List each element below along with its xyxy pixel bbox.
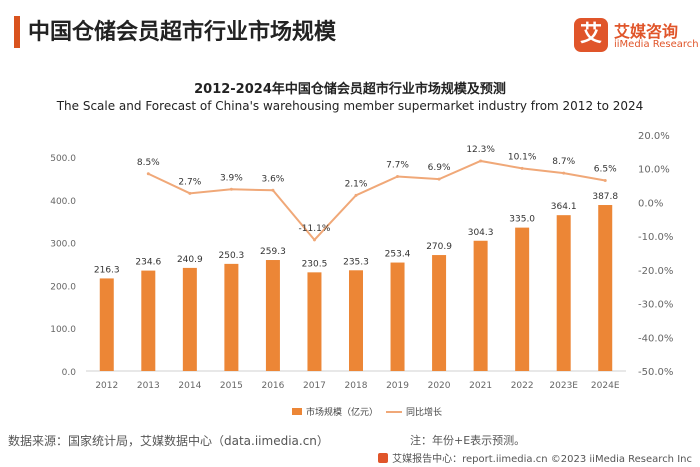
growth-rate-label: 7.7% xyxy=(386,160,409,170)
bar-value-label: 335.0 xyxy=(509,215,535,225)
forecast-note: 注：年份+E表示预测。 xyxy=(410,434,526,447)
right-axis-tick-label: -40.0% xyxy=(638,333,673,344)
bar-value-label: 253.4 xyxy=(385,250,411,260)
x-tick-label: 2020 xyxy=(428,381,451,391)
x-tick-label: 2013 xyxy=(137,381,160,391)
right-axis-tick-label: 0.0% xyxy=(638,198,663,209)
x-tick-label: 2022 xyxy=(511,381,534,391)
x-tick-label: 2023E xyxy=(549,381,578,391)
growth-rate-label: 2.7% xyxy=(178,177,201,187)
legend-bar-label: 市场规模（亿元） xyxy=(306,406,378,418)
bar-value-label: 387.8 xyxy=(592,192,618,202)
growth-rate-point xyxy=(479,159,483,163)
bar-2024E xyxy=(598,205,613,371)
page-title: 中国仓储会员超市行业市场规模 xyxy=(28,20,337,45)
growth-rate-label: 3.9% xyxy=(220,173,243,183)
growth-rate-label: 6.9% xyxy=(428,163,451,173)
legend-bar-swatch xyxy=(292,408,302,415)
bar-2014 xyxy=(182,267,197,371)
right-axis-tick-label: 20.0% xyxy=(638,131,670,142)
x-tick-label: 2016 xyxy=(261,381,284,391)
footer-credit-text: 艾媒报告中心：report.iimedia.cn ©2023 iiMedia R… xyxy=(392,454,692,465)
bar-value-label: 234.6 xyxy=(135,258,161,268)
left-axis-tick-label: 400.0 xyxy=(50,197,76,207)
growth-rate-point xyxy=(603,179,607,183)
right-axis-tick-label: 10.0% xyxy=(638,165,670,176)
growth-rate-label: 10.1% xyxy=(508,152,537,162)
growth-rate-label: 3.6% xyxy=(261,174,284,184)
footer-credit: 艾媒报告中心：report.iimedia.cn ©2023 iiMedia R… xyxy=(378,450,692,465)
left-axis-tick-label: 200.0 xyxy=(50,282,76,292)
bar-2018 xyxy=(349,270,363,371)
bar-value-label: 216.3 xyxy=(94,265,120,275)
data-source: 数据来源：国家统计局，艾媒数据中心（data.iimedia.cn） xyxy=(8,434,329,448)
logo-name-cn: 艾媒咨询 xyxy=(614,22,679,41)
growth-rate-point xyxy=(396,174,400,178)
growth-rate-point xyxy=(562,171,566,175)
bar-2016 xyxy=(265,260,280,371)
growth-rate-point xyxy=(146,172,150,176)
growth-rate-label: 12.3% xyxy=(466,145,495,155)
title-accent-bar xyxy=(14,16,20,48)
x-tick-label: 2018 xyxy=(345,381,368,391)
bar-2015 xyxy=(224,263,239,371)
left-axis-tick-label: 300.0 xyxy=(50,240,76,250)
x-tick-label: 2015 xyxy=(220,381,243,391)
bar-value-label: 235.3 xyxy=(343,257,369,267)
bar-2013 xyxy=(141,270,156,371)
bar-value-label: 250.3 xyxy=(219,251,245,261)
right-axis-tick-label: -30.0% xyxy=(638,300,673,311)
report-center-icon xyxy=(378,453,389,463)
growth-rate-label: 8.7% xyxy=(552,157,575,167)
bar-value-label: 230.5 xyxy=(302,259,328,269)
growth-rate-point xyxy=(271,188,275,192)
chart-subtitle: The Scale and Forecast of China's wareho… xyxy=(56,99,644,113)
growth-rate-label: 2.1% xyxy=(345,179,368,189)
bar-2023E xyxy=(556,215,571,371)
brand-logo: 艾 艾媒咨询 iiMedia Research xyxy=(574,18,699,54)
x-tick-label: 2021 xyxy=(469,381,492,391)
bar-value-label: 259.3 xyxy=(260,247,286,257)
bar-2021 xyxy=(473,240,488,371)
growth-rate-point xyxy=(354,193,358,197)
x-tick-label: 2017 xyxy=(303,381,326,391)
bar-value-label: 270.9 xyxy=(426,242,452,252)
bar-2020 xyxy=(432,255,447,371)
bar-value-label: 364.1 xyxy=(551,202,577,212)
logo-name-en: iiMedia Research xyxy=(614,39,699,50)
bar-2017 xyxy=(307,272,322,371)
bar-2012 xyxy=(99,278,114,371)
logo-mark-icon: 艾 xyxy=(574,18,608,52)
growth-rate-line xyxy=(147,159,606,242)
legend-line-label: 同比增长 xyxy=(406,406,442,418)
right-axis-tick-label: -50.0% xyxy=(638,367,673,378)
right-axis-tick-label: -10.0% xyxy=(638,232,673,243)
growth-rate-label: 8.5% xyxy=(137,158,160,168)
growth-rate-label: -11.1% xyxy=(299,224,331,234)
growth-rate-point xyxy=(312,238,316,242)
bar-value-label: 304.3 xyxy=(468,228,494,238)
x-tick-label: 2024E xyxy=(591,381,620,391)
x-tick-label: 2014 xyxy=(178,381,201,391)
right-axis-tick-label: -20.0% xyxy=(638,266,673,277)
left-axis-tick-label: 500.0 xyxy=(50,154,76,164)
x-tick-label: 2012 xyxy=(95,381,118,391)
growth-rate-point xyxy=(229,187,233,191)
chart-title: 2012-2024年中国仓储会员超市行业市场规模及预测 xyxy=(194,82,506,97)
left-axis-tick-label: 0.0 xyxy=(62,368,77,378)
x-tick-label: 2019 xyxy=(386,381,409,391)
bar-2019 xyxy=(390,262,405,371)
growth-rate-point xyxy=(188,191,192,195)
growth-rate-point xyxy=(520,166,524,170)
growth-rate-point xyxy=(437,177,441,181)
growth-rate-label: 6.5% xyxy=(594,165,617,175)
bar-2022 xyxy=(515,227,530,371)
left-axis-tick-label: 100.0 xyxy=(50,325,76,335)
bar-value-label: 240.9 xyxy=(177,255,203,265)
